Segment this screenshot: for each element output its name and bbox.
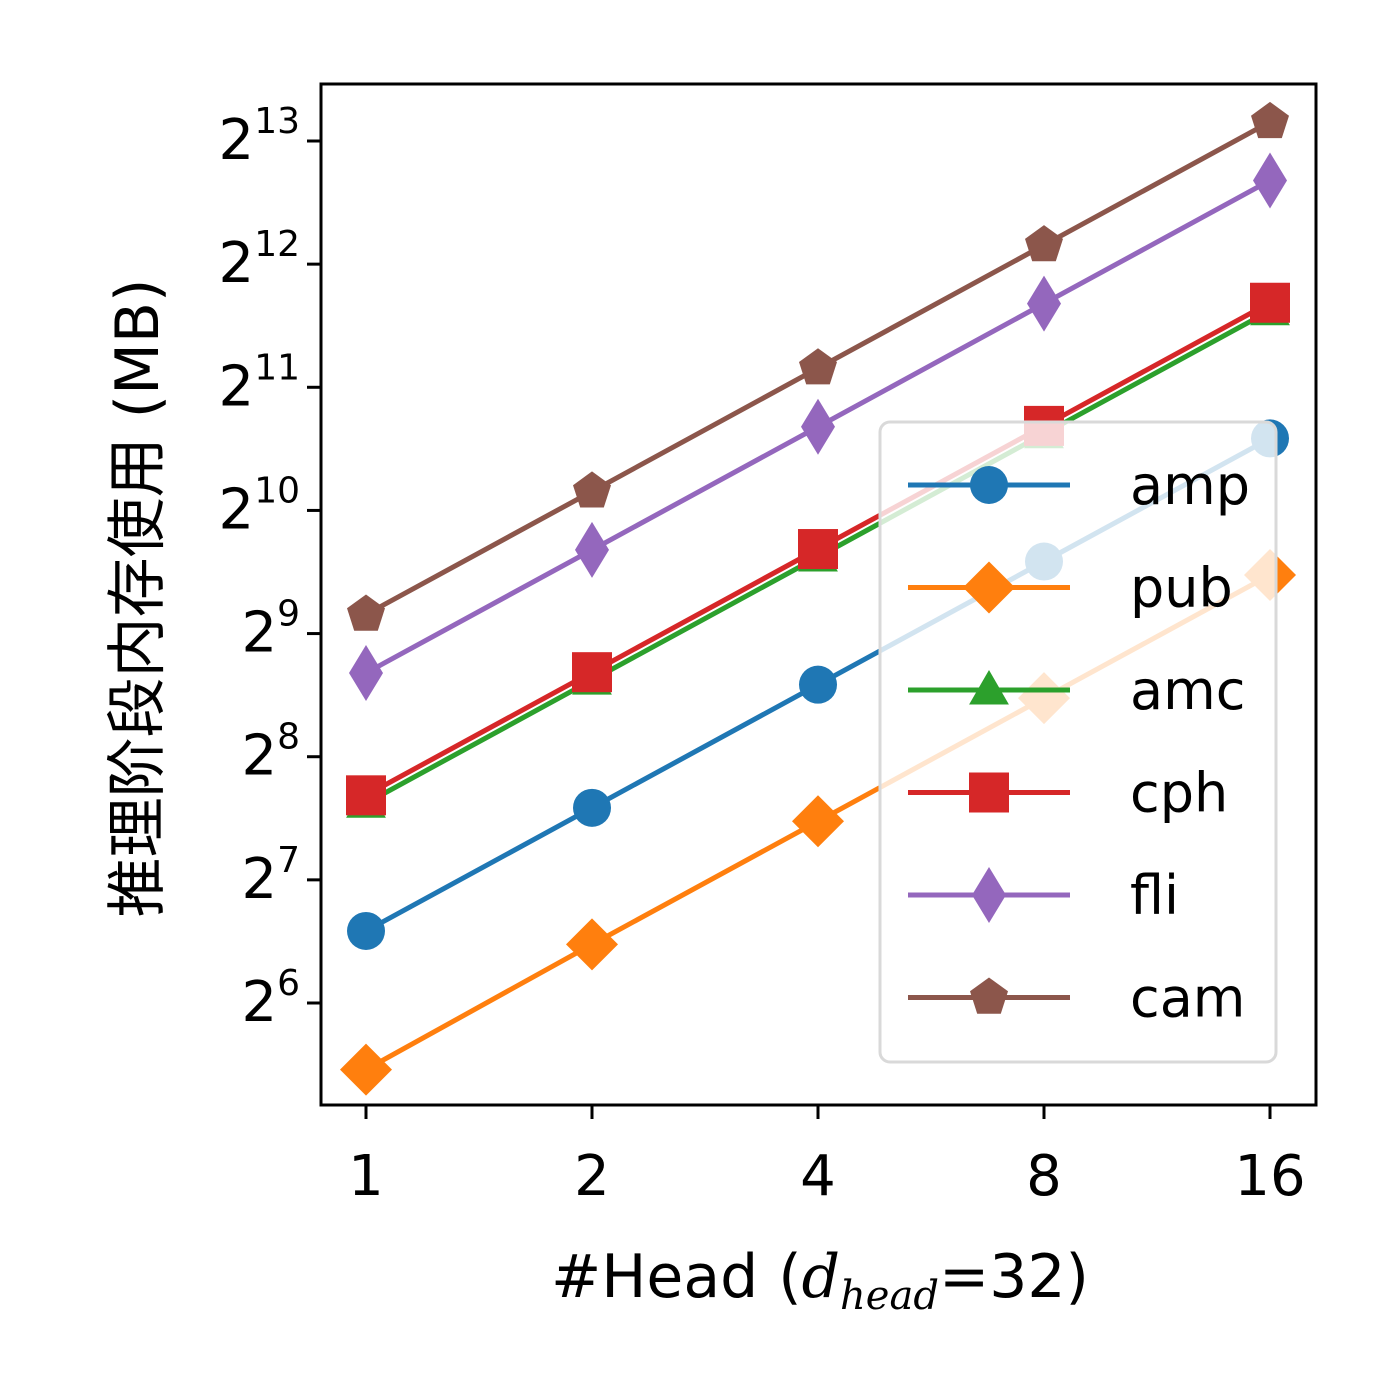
x-tick-label-4: 4 [800,1144,836,1209]
series-cph [346,282,1290,816]
x-axis-title-math: d [802,1242,840,1312]
legend-entry-cam: cam [908,967,1245,1030]
legend-label-amp: amp [1130,454,1250,517]
y-tick-label-12: 212 [219,224,300,296]
data-point-cph-4 [798,529,838,570]
legend-marker-amp [970,466,1008,504]
data-point-cam-1 [347,594,385,631]
data-point-cam-8 [1025,225,1063,262]
x-axis-title-sub: head [840,1273,939,1319]
data-point-fli-8 [1027,275,1061,332]
x-axis-title-paren: ( [778,1242,801,1312]
y-tick-label-10: 210 [219,470,300,542]
y-tick-label-13: 213 [219,101,300,173]
legend-label-cph: cph [1130,762,1228,825]
legend-label-pub: pub [1130,557,1233,620]
legend-marker-fli [972,867,1006,923]
y-axis-title: 推理阶段内存使用 (MB) [103,279,173,918]
y-tick-label-9: 29 [241,594,300,666]
data-point-cam-4 [799,348,837,385]
y-tick-label-8: 28 [241,717,300,789]
legend-entry-fli: fli [908,864,1179,927]
x-tick-label-1: 1 [348,1144,384,1209]
legend-entry-amp: amp [908,454,1250,517]
data-point-pub-1 [340,1043,392,1096]
x-axis-title: #Head (dhead=32) [551,1242,1089,1319]
x-axis-title-main: #Head [551,1242,758,1312]
y-tick-label-11: 211 [219,347,300,419]
legend-entry-pub: pub [908,557,1233,620]
y-tick-label-7: 27 [241,840,300,912]
data-point-cph-1 [346,775,386,816]
x-tick-label-16: 16 [1234,1144,1305,1209]
data-point-pub-4 [792,795,844,848]
data-point-amp-4 [799,665,837,704]
series-fli [349,152,1287,702]
legend-marker-cph [969,772,1009,813]
legend-label-cam: cam [1130,967,1245,1030]
legend-entry-cph: cph [908,762,1228,825]
legend-marker-cam [970,977,1008,1014]
data-point-fli-2 [575,521,609,578]
data-point-fli-16 [1253,152,1287,209]
legend-label-fli: fli [1130,864,1179,927]
data-point-cph-2 [572,652,612,693]
legend: amp pub amc cph fli cam [878,420,1278,1064]
legend-marker-pub [963,561,1015,614]
data-point-amp-1 [347,911,385,950]
legend-entry-amc: amc [908,659,1245,722]
y-tick-label-6: 26 [241,963,300,1035]
data-point-amp-2 [573,788,611,827]
x-tick-label-2: 2 [574,1144,610,1209]
x-tick-label-8: 8 [1026,1144,1062,1209]
data-point-cph-16 [1250,282,1290,323]
series-cam [347,101,1289,631]
data-point-fli-1 [349,645,383,702]
data-point-cam-16 [1251,101,1289,139]
data-point-fli-4 [801,398,835,455]
data-point-pub-2 [566,918,618,971]
legend-label-amc: amc [1130,659,1245,722]
x-axis-title-rest: =32) [939,1242,1089,1312]
legend-marker-amc [969,670,1009,705]
data-point-cam-2 [573,471,611,508]
axes: 1 2 4 8 16 26 27 28 29 210 211 212 213 [219,82,1318,1209]
